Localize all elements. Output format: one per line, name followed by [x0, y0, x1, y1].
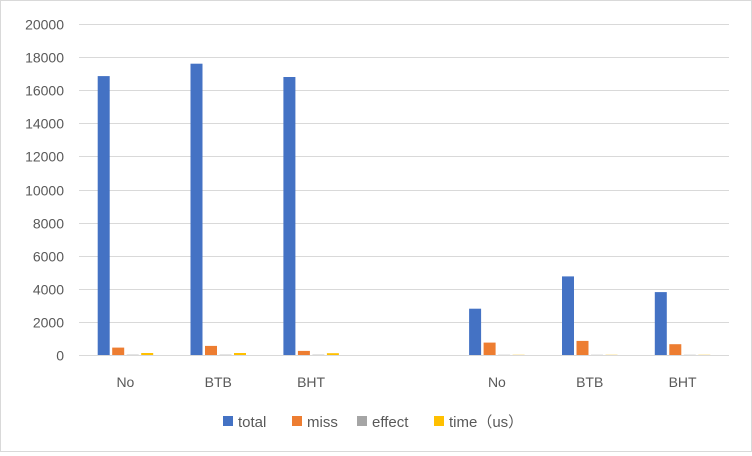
bar-miss	[669, 344, 681, 355]
legend-swatch	[292, 416, 302, 426]
y-tick-label: 4000	[33, 282, 64, 298]
y-tick-label: 2000	[33, 315, 64, 331]
bar-timeus	[141, 353, 153, 355]
bar-total	[98, 76, 110, 355]
x-tick-label: BHT	[297, 374, 325, 390]
x-tick-label: No	[488, 374, 506, 390]
y-tick-label: 6000	[33, 249, 64, 265]
x-axis: No BTB BHT No BTB BHT	[116, 374, 697, 390]
bar-total	[562, 276, 574, 355]
x-tick-label: No	[116, 374, 134, 390]
bar-miss	[112, 348, 124, 355]
y-axis: 0 2000 4000 6000 8000 10000 12000 14000 16000 180…	[25, 17, 64, 364]
bars	[98, 64, 711, 355]
x-tick-label: BTB	[576, 374, 603, 390]
x-tick-label: BTB	[205, 374, 232, 390]
legend-label: miss	[307, 414, 338, 431]
gridlines	[79, 25, 729, 356]
y-tick-label: 18000	[25, 50, 64, 66]
y-tick-label: 0	[56, 348, 64, 364]
y-tick-label: 20000	[25, 17, 64, 33]
legend-label: total	[238, 414, 266, 431]
bar-miss	[298, 351, 310, 355]
bar-timeus	[234, 353, 246, 355]
legend-label: time（us）	[449, 414, 523, 431]
bar-total	[191, 64, 203, 355]
legend: total miss effect time（us）	[223, 414, 523, 431]
y-tick-label: 16000	[25, 83, 64, 99]
bar-miss	[577, 341, 589, 355]
y-tick-label: 10000	[25, 183, 64, 199]
legend-swatch	[357, 416, 367, 426]
bar-timeus	[327, 353, 339, 355]
legend-swatch	[434, 416, 444, 426]
x-tick-label: BHT	[669, 374, 697, 390]
bar-miss	[484, 343, 496, 355]
legend-label: effect	[372, 414, 409, 431]
y-tick-label: 8000	[33, 216, 64, 232]
legend-swatch	[223, 416, 233, 426]
bar-total	[283, 77, 295, 355]
bar-total	[469, 309, 481, 355]
y-tick-label: 14000	[25, 116, 64, 132]
y-tick-label: 12000	[25, 149, 64, 165]
bar-total	[655, 292, 667, 355]
bar-miss	[205, 346, 217, 355]
